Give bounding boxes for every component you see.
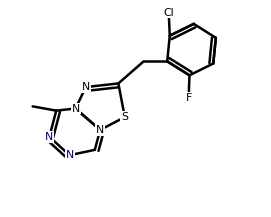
Text: F: F [186, 93, 192, 103]
Text: N: N [71, 104, 80, 113]
Text: N: N [96, 125, 104, 135]
Text: Cl: Cl [163, 8, 174, 18]
Text: S: S [121, 112, 128, 122]
Text: N: N [45, 132, 53, 142]
Text: N: N [65, 150, 74, 160]
Text: N: N [82, 82, 90, 92]
